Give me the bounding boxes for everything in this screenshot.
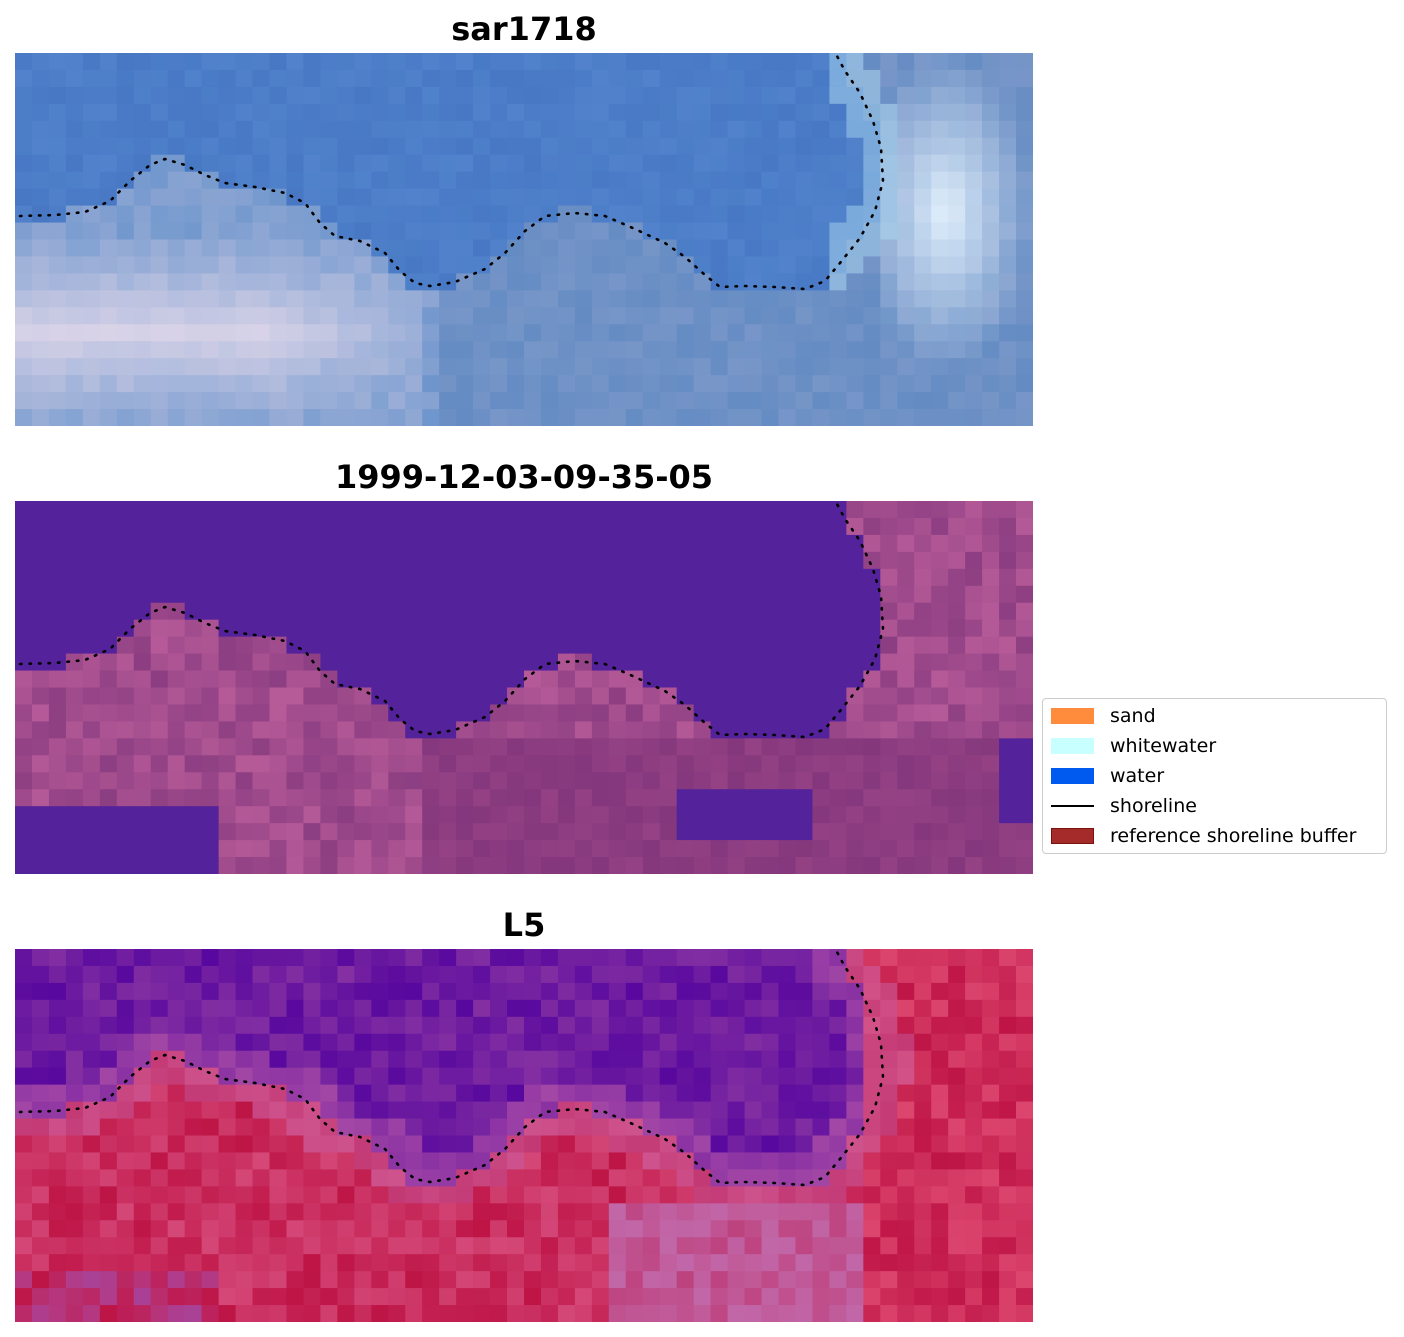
shoreline-line: [18, 54, 885, 291]
panel-title-2: 1999-12-03-09-35-05: [334, 458, 714, 496]
panel-image-rgb: [15, 53, 1033, 426]
panel-title-3: L5: [502, 906, 546, 944]
legend-swatch-water: [1051, 768, 1094, 784]
legend-item-sand: sand: [1051, 703, 1383, 727]
panel-image-classified: [15, 501, 1033, 874]
legend-label-reference-shoreline-buffer: reference shoreline buffer: [1110, 825, 1357, 847]
legend-swatch-whitewater: [1051, 738, 1094, 754]
legend-item-shoreline: shoreline: [1051, 793, 1383, 817]
legend-label-water: water: [1110, 765, 1165, 787]
shoreline-line: [18, 502, 885, 739]
legend-item-whitewater: whitewater: [1051, 733, 1383, 757]
legend-label-shoreline: shoreline: [1110, 795, 1197, 817]
legend-label-whitewater: whitewater: [1110, 735, 1217, 757]
legend-swatch-sand: [1051, 708, 1094, 724]
panel-title-1: sar1718: [451, 10, 597, 48]
legend-line-shoreline: [1051, 805, 1094, 807]
legend-item-reference-shoreline-buffer: reference shoreline buffer: [1051, 823, 1383, 847]
panel-image-index: [15, 949, 1033, 1322]
legend-label-sand: sand: [1110, 705, 1156, 727]
legend-item-water: water: [1051, 763, 1383, 787]
legend: sand whitewater water shoreline referenc…: [1042, 698, 1387, 854]
legend-swatch-reference-shoreline-buffer: [1051, 828, 1094, 844]
shoreline-line: [18, 950, 885, 1187]
